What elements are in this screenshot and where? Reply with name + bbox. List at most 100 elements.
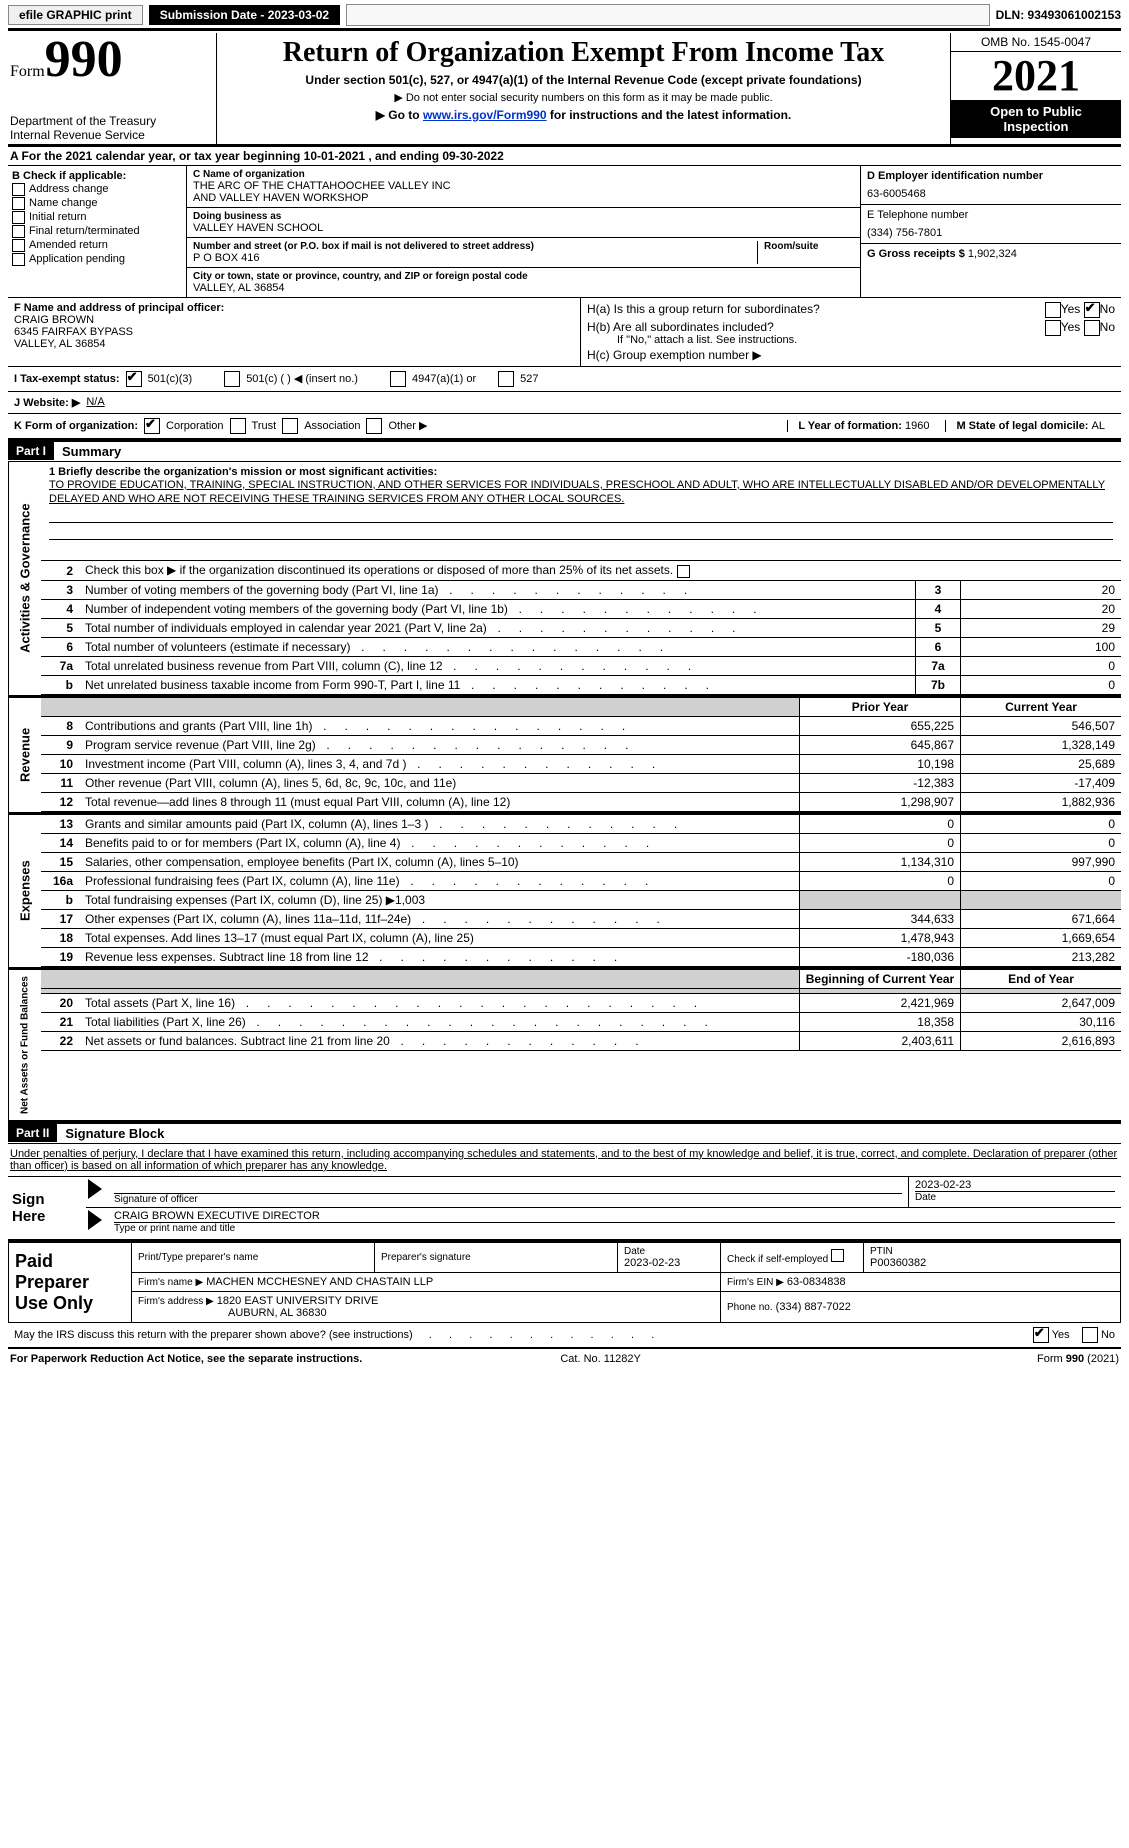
mission-q: 1 Briefly describe the organization's mi… bbox=[49, 466, 1113, 478]
blank-1 bbox=[49, 506, 1113, 523]
e18-t: Total expenses. Add lines 13–17 (must eq… bbox=[85, 931, 474, 945]
firm-ein: 63-0834838 bbox=[787, 1276, 846, 1288]
line-2: Check this box ▶ if the organization dis… bbox=[85, 563, 673, 577]
chk-4947[interactable] bbox=[390, 371, 406, 387]
side-gov: Activities & Governance bbox=[8, 462, 41, 695]
e14-p: 0 bbox=[800, 833, 961, 852]
ha-yes[interactable] bbox=[1045, 302, 1061, 318]
col-current: Current Year bbox=[961, 698, 1122, 717]
instructions-link-row: ▶ Go to www.irs.gov/Form990 for instruct… bbox=[227, 108, 940, 122]
g4-n: 4 bbox=[41, 599, 81, 618]
link-pre: ▶ Go to bbox=[376, 108, 423, 122]
b-item-5: Application pending bbox=[29, 253, 125, 265]
ha-yes-lbl: Yes bbox=[1061, 302, 1081, 316]
n20-t: Total assets (Part X, line 16) bbox=[85, 996, 235, 1010]
e15-n: 15 bbox=[41, 852, 81, 871]
dln-label: DLN: 93493061002153 bbox=[996, 8, 1121, 22]
ssn-note: ▶ Do not enter social security numbers o… bbox=[227, 91, 940, 104]
footer-year: 2021 bbox=[1091, 1353, 1115, 1365]
revenue-section: Revenue Prior YearCurrent Year 8Contribu… bbox=[8, 698, 1121, 815]
g3-v: 20 bbox=[961, 580, 1122, 599]
r9-n: 9 bbox=[41, 735, 81, 754]
discuss-no[interactable] bbox=[1082, 1327, 1098, 1343]
discuss-yes[interactable] bbox=[1033, 1327, 1049, 1343]
chk-application-pending[interactable] bbox=[12, 253, 25, 266]
hb-yes[interactable] bbox=[1045, 320, 1061, 336]
chk-name-change[interactable] bbox=[12, 197, 25, 210]
r10-n: 10 bbox=[41, 754, 81, 773]
r11-n: 11 bbox=[41, 773, 81, 792]
chk-self-employed[interactable] bbox=[831, 1249, 844, 1262]
chk-501c3[interactable] bbox=[126, 371, 142, 387]
ha-no[interactable] bbox=[1084, 302, 1100, 318]
e19-n: 19 bbox=[41, 947, 81, 966]
officer-addr2: VALLEY, AL 36854 bbox=[14, 338, 574, 350]
org-name-2: AND VALLEY HAVEN WORKSHOP bbox=[193, 192, 854, 204]
e15-c: 997,990 bbox=[961, 852, 1122, 871]
r10-t: Investment income (Part VIII, column (A)… bbox=[85, 757, 406, 771]
hb-no[interactable] bbox=[1084, 320, 1100, 336]
d-label: D Employer identification number bbox=[867, 170, 1115, 182]
col-prior: Prior Year bbox=[800, 698, 961, 717]
g4-t: Number of independent voting members of … bbox=[85, 602, 508, 616]
g7a-n: 7a bbox=[41, 656, 81, 675]
website-value: N/A bbox=[86, 396, 104, 408]
r10-c: 25,689 bbox=[961, 754, 1122, 773]
e16a-c: 0 bbox=[961, 871, 1122, 890]
part-i-badge: Part I bbox=[8, 442, 54, 460]
part-ii-badge: Part II bbox=[8, 1124, 57, 1142]
i-label: I Tax-exempt status: bbox=[14, 373, 120, 385]
top-spacer bbox=[346, 4, 989, 26]
g7a-t: Total unrelated business revenue from Pa… bbox=[85, 659, 443, 673]
sign-here-label: Sign Here bbox=[8, 1177, 86, 1239]
chk-address-change[interactable] bbox=[12, 183, 25, 196]
e16b-n: b bbox=[41, 890, 81, 909]
n20-p: 2,421,969 bbox=[800, 993, 961, 1012]
b-item-0: Address change bbox=[29, 183, 109, 195]
e16a-n: 16a bbox=[41, 871, 81, 890]
g7a-box: 7a bbox=[916, 656, 961, 675]
header-left: Form990 Department of the Treasury Inter… bbox=[8, 33, 217, 144]
form-number: 990 bbox=[45, 31, 123, 88]
chk-assoc[interactable] bbox=[282, 418, 298, 434]
section-klm: K Form of organization: Corporation Trus… bbox=[8, 414, 1121, 441]
b-item-3: Final return/terminated bbox=[29, 225, 140, 237]
chk-initial-return[interactable] bbox=[12, 211, 25, 224]
gross-receipts: 1,902,324 bbox=[968, 248, 1017, 260]
chk-final-return[interactable] bbox=[12, 225, 25, 238]
chk-527[interactable] bbox=[498, 371, 514, 387]
r11-p: -12,383 bbox=[800, 773, 961, 792]
chk-line2[interactable] bbox=[677, 565, 690, 578]
chk-corp[interactable] bbox=[144, 418, 160, 434]
k-o1: Corporation bbox=[166, 420, 223, 432]
chk-other[interactable] bbox=[366, 418, 382, 434]
dept-treasury: Department of the Treasury bbox=[10, 114, 210, 128]
form-footer: Form 990 (2021) bbox=[1037, 1353, 1119, 1365]
sig-date-lbl: Date bbox=[915, 1191, 1115, 1203]
chk-501c[interactable] bbox=[224, 371, 240, 387]
header-mid: Return of Organization Exempt From Incom… bbox=[217, 33, 950, 144]
k-o4: Other ▶ bbox=[388, 419, 427, 432]
g7b-box: 7b bbox=[916, 675, 961, 694]
hb-note: If "No," attach a list. See instructions… bbox=[587, 334, 1115, 346]
n21-t: Total liabilities (Part X, line 26) bbox=[85, 1015, 246, 1029]
g6-t: Total number of volunteers (estimate if … bbox=[85, 640, 350, 654]
firm-addr2: AUBURN, AL 36830 bbox=[138, 1307, 714, 1319]
side-rev: Revenue bbox=[8, 698, 41, 812]
e17-n: 17 bbox=[41, 909, 81, 928]
net-assets-section: Net Assets or Fund Balances Beginning of… bbox=[8, 970, 1121, 1123]
k-o2: Trust bbox=[252, 420, 277, 432]
e19-p: -180,036 bbox=[800, 947, 961, 966]
chk-amended[interactable] bbox=[12, 239, 25, 252]
e19-c: 213,282 bbox=[961, 947, 1122, 966]
b-item-4: Amended return bbox=[29, 239, 108, 251]
r12-c: 1,882,936 bbox=[961, 792, 1122, 811]
part-i-title: Summary bbox=[54, 442, 129, 461]
e16a-p: 0 bbox=[800, 871, 961, 890]
g5-t: Total number of individuals employed in … bbox=[85, 621, 487, 635]
chk-trust[interactable] bbox=[230, 418, 246, 434]
b-item-1: Name change bbox=[29, 197, 98, 209]
irs-link[interactable]: www.irs.gov/Form990 bbox=[423, 108, 547, 122]
r8-n: 8 bbox=[41, 716, 81, 735]
n22-p: 2,403,611 bbox=[800, 1031, 961, 1050]
